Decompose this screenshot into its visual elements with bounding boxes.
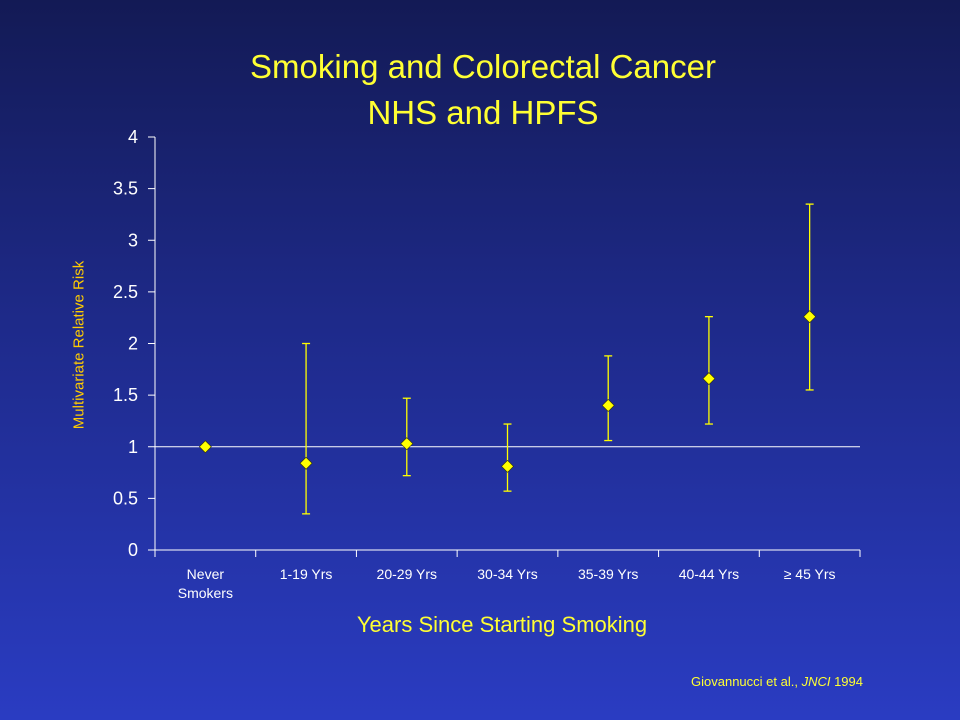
chart-title: Smoking and Colorectal Cancer (250, 48, 716, 85)
x-category-label: 1-19 Yrs (280, 566, 333, 582)
chart-subtitle: NHS and HPFS (367, 94, 599, 131)
data-point (501, 459, 514, 473)
y-tick-label: 4 (128, 127, 138, 147)
y-tick-label: 1 (128, 437, 138, 457)
y-tick-label: 0.5 (113, 488, 138, 508)
citation-authors: Giovannucci et al., (691, 674, 802, 689)
y-tick-label: 1.5 (113, 385, 138, 405)
x-axis-label: Years Since Starting Smoking (356, 612, 648, 637)
citation-year: 1994 (830, 674, 863, 689)
y-tick-label: 0 (128, 540, 138, 560)
y-axis-label: Multivariate Relative Risk (70, 260, 88, 430)
y-tick-label: 3 (128, 230, 138, 250)
chart-title-block: Smoking and Colorectal Cancer NHS and HP… (0, 44, 960, 136)
data-point (299, 456, 313, 470)
x-category-label: 35-39 Yrs (578, 566, 638, 582)
citation: Giovannucci et al., JNCI 1994 (691, 674, 863, 689)
citation-journal: JNCI (801, 674, 831, 689)
x-category-label: 20-29 Yrs (377, 566, 437, 582)
data-point (198, 440, 212, 454)
x-category-label: Smokers (178, 585, 233, 601)
y-tick-label: 2 (128, 334, 138, 354)
x-category-label: 30-34 Yrs (477, 566, 537, 582)
y-tick-label: 3.5 (113, 179, 138, 199)
x-category-label: ≥ 45 Yrs (784, 566, 836, 582)
data-point (702, 372, 716, 386)
data-point (601, 399, 615, 412)
y-tick-label: 2.5 (113, 282, 138, 302)
x-category-label: Never (187, 566, 225, 582)
data-point (400, 437, 414, 451)
x-category-label: 40-44 Yrs (679, 566, 739, 582)
data-point (803, 310, 817, 324)
